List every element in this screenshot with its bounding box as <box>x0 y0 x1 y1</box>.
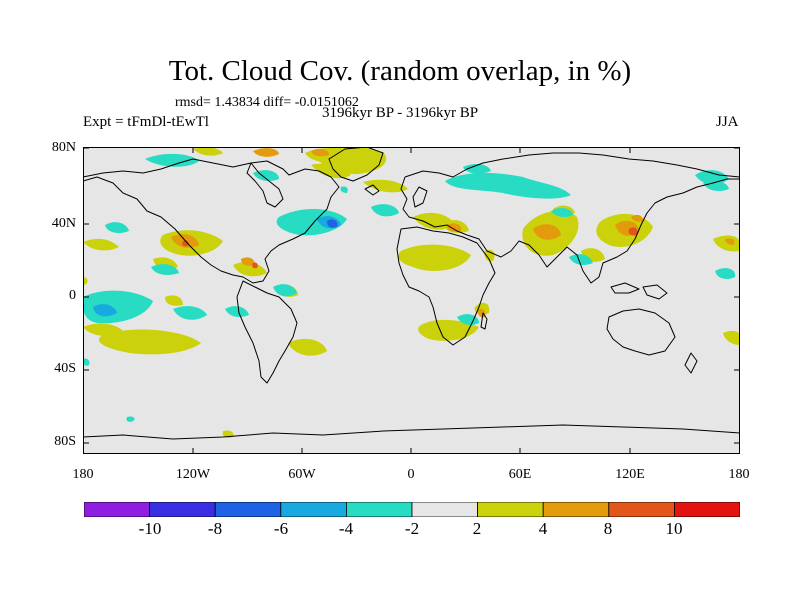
lon-tick-label: 180 <box>728 467 750 482</box>
colorbar-label: -2 <box>404 519 420 538</box>
colorbar-label: -6 <box>273 519 289 538</box>
colorbar-label: 4 <box>538 519 548 538</box>
colorbar-label: -10 <box>138 519 162 538</box>
lat-tick-label: 40S <box>54 361 76 376</box>
lon-tick-label: 120W <box>175 467 211 482</box>
colorbar-swatch <box>674 502 740 517</box>
colorbar-swatch <box>280 502 347 517</box>
colorbar-label: -8 <box>207 519 223 538</box>
lon-tick-label: 60E <box>508 467 532 482</box>
colorbar-swatch <box>214 502 282 517</box>
lon-tick-label: 60W <box>288 467 316 482</box>
lon-tick-label: 120E <box>615 467 645 482</box>
colorbar-swatch <box>477 502 544 517</box>
lon-tick-label: 0 <box>407 467 415 482</box>
colorbar-swatch <box>411 502 478 517</box>
lat-tick-label: 0 <box>69 288 76 303</box>
stats-line: rmsd= 1.43834 diff= -0.0151062 <box>175 95 359 110</box>
lat-tick-label: 40N <box>51 216 76 231</box>
period-label: 3196kyr BP - 3196kyr BP <box>322 105 479 121</box>
anomaly-map <box>83 147 740 454</box>
colorbar-swatch <box>84 502 150 517</box>
colorbar-label: 8 <box>603 519 613 538</box>
coastlines <box>83 147 740 440</box>
season-label: JJA <box>716 114 739 130</box>
lon-tick-label: 180 <box>72 467 94 482</box>
axis-ticks <box>83 147 740 454</box>
colorbar-label: 10 <box>665 519 683 538</box>
strongest-negative-anomaly-fields <box>327 219 338 228</box>
lat-tick-label: 80S <box>54 434 76 449</box>
map-background <box>83 147 740 454</box>
colorbar-swatch <box>608 502 675 517</box>
colorbar <box>84 502 740 517</box>
colorbar-label: 2 <box>472 519 482 538</box>
colorbar-swatch <box>542 502 610 517</box>
colorbar-swatch <box>149 502 216 517</box>
experiment-label: Expt = tFmDl-tEwTl <box>83 114 209 130</box>
colorbar-swatch <box>345 502 413 517</box>
strongest-positive-anomaly-fields <box>182 227 638 269</box>
colorbar-label: -4 <box>338 519 354 538</box>
chart-title: Tot. Cloud Cov. (random overlap, in %) <box>168 55 632 87</box>
lat-tick-label: 80N <box>51 140 76 155</box>
